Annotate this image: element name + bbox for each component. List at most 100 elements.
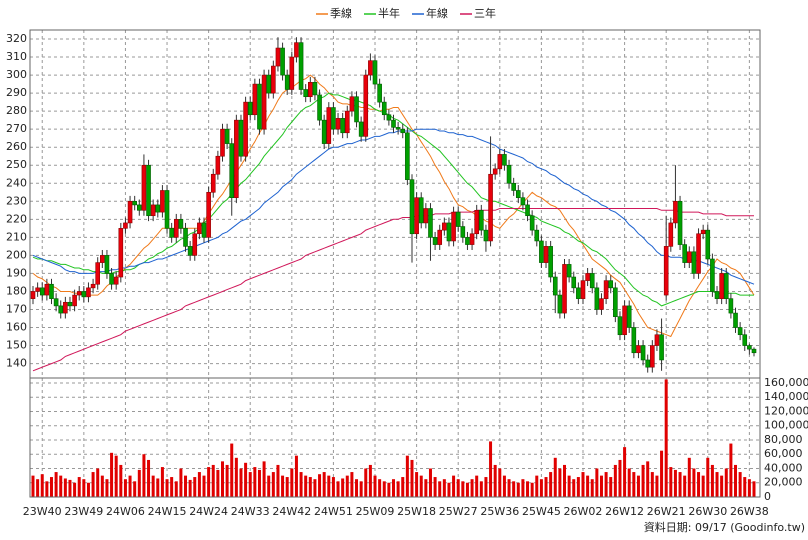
y2-tick-label: 160,000 [764,376,808,389]
candle-body [155,204,161,213]
volume-bar [442,479,446,497]
volume-bar [36,479,40,497]
candle-body [173,219,179,238]
candle-body [622,305,627,336]
volume-bar [82,479,86,497]
candle-body [137,204,142,211]
volume-bar [660,450,664,497]
y-tick-label: 300 [6,68,27,81]
volume-bar [627,468,631,497]
candle-body [751,348,757,354]
volume-bar [539,479,543,497]
volume-bar [128,475,132,497]
candle-body [58,305,64,314]
y-tick-label: 210 [6,230,27,243]
candle-body [428,208,433,238]
volume-bar [655,475,659,497]
candle-body [474,210,479,235]
x-tick-label: 26W12 [605,505,644,518]
volume-bar [299,472,303,497]
candle-body [169,228,174,238]
volume-bar [415,472,419,497]
candle-body [650,345,655,368]
volume-bar [664,379,668,497]
volume-bar [355,479,359,497]
volume-bar [350,472,354,497]
volume-bar [586,475,590,497]
volume-bar [530,482,534,497]
candle-body [603,280,609,299]
y-tick-label: 140 [6,357,27,370]
volume-bar [313,479,317,497]
candle-body [414,197,419,235]
volume-bar [322,472,326,497]
y-tick-label: 170 [6,302,27,315]
volume-bar [720,475,724,497]
volume-bar [96,468,100,497]
candle-body [423,208,429,224]
ma-line [32,74,755,338]
candle-body [631,327,637,354]
volume-bar [257,469,261,497]
volume-bar [636,475,640,497]
x-tick-label: 26W21 [647,505,686,518]
y-tick-label: 160 [6,321,27,334]
candle-body [557,294,563,314]
candle-body [418,197,424,224]
volume-bar [142,454,146,497]
candle-body [539,240,544,263]
candle-body [705,229,711,260]
candle-body [391,119,396,128]
candle-body [529,215,535,231]
volume-bar [479,481,483,497]
volume-bar [567,475,571,497]
candle-body [502,154,507,166]
candle-body [682,244,687,263]
x-tick-label: 26W02 [564,505,603,518]
candle-body [326,107,332,144]
candle-body [234,119,239,198]
candle-body [127,200,133,224]
candle-body [63,301,68,314]
candle-body [405,132,410,180]
legend-label: 三年 [474,6,496,20]
candle-body [442,222,447,231]
y-tick-label: 290 [6,86,27,99]
candle-body [100,255,105,263]
candle-body [206,191,211,238]
candle-body [451,211,456,242]
volume-bar [308,477,312,497]
volume-bar [165,479,169,497]
candle-body [215,155,221,175]
candle-body [340,118,345,134]
candle-body [178,219,184,229]
x-tick-label: 25W36 [480,505,519,518]
x-tick-label: 25W27 [439,505,478,518]
volume-bar [752,481,756,497]
volume-bar [558,468,562,497]
candle-body [104,255,110,274]
volume-bar [368,464,372,497]
volume-bar [405,455,409,497]
volume-bar [475,475,479,497]
candle-body [723,273,729,299]
volume-bar [498,468,502,497]
candle-body [344,110,350,134]
candle-body [409,179,415,235]
candle-body [229,143,235,198]
candle-body [691,251,697,274]
volume-bar [220,461,224,497]
x-tick-label: 23W49 [64,505,103,518]
candle-body [187,246,193,256]
volume-bar [133,481,137,497]
volume-bar [632,472,636,497]
volume-bar [595,468,599,497]
candle-body [160,190,165,213]
candle-body [377,83,382,103]
volume-bar [110,452,114,497]
volume-bar [743,477,747,497]
volume-bar [244,462,248,497]
y-tick-label: 180 [6,284,27,297]
candle-body [39,287,45,296]
